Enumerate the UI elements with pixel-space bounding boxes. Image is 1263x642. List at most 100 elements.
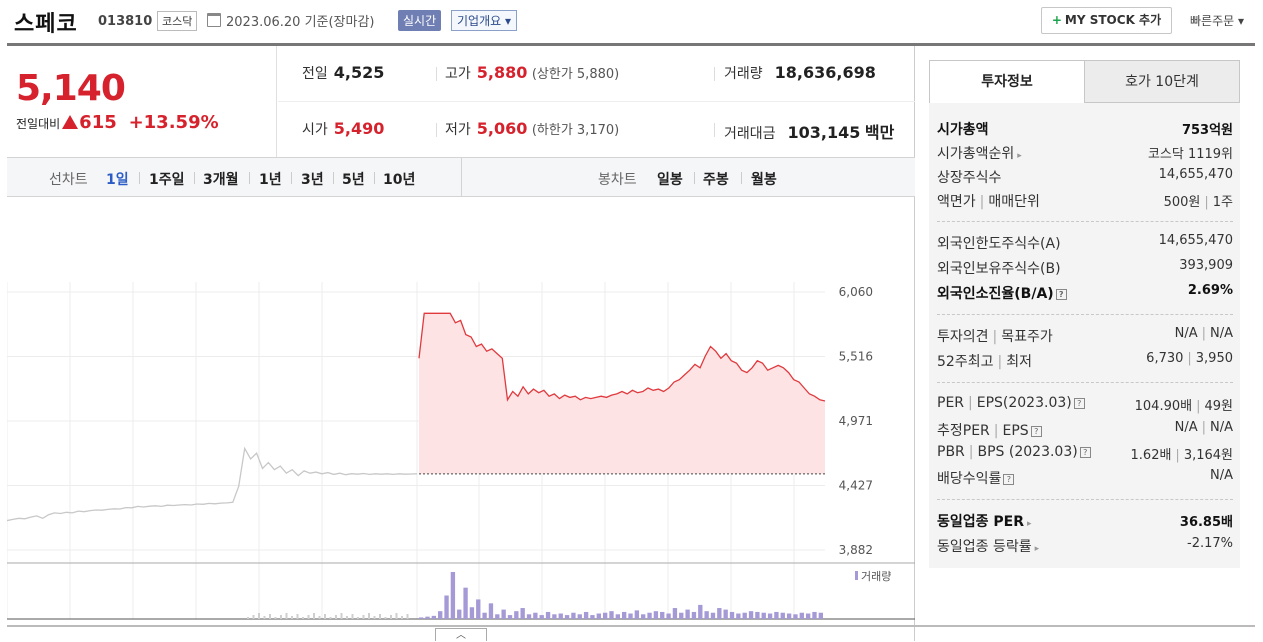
volume-bar: [329, 617, 332, 619]
divider: [741, 172, 742, 184]
up-triangle-icon: [62, 115, 79, 129]
volume-bar: [463, 587, 468, 619]
volume-bar: [647, 612, 652, 619]
volume-bar: [729, 611, 735, 619]
period-5y[interactable]: 5년: [342, 172, 365, 188]
pbr-label: PBR: [937, 444, 965, 460]
my-stock-label: MY STOCK 추가: [1064, 13, 1162, 27]
volume-bar: [307, 615, 310, 619]
corp-summary-dropdown[interactable]: 기업개요 ▾: [451, 10, 517, 31]
volume-bar: [634, 610, 640, 619]
info-row[interactable]: 동일업종 PER ▸ 36.85배: [937, 511, 1233, 535]
divider: [937, 382, 1233, 383]
volume-bar: [767, 613, 773, 619]
info-row: PER | EPS(2023.03)? 104.90배 | 49원: [937, 395, 1233, 414]
current-price-box: 5,140 전일대비 615 +13.59%: [7, 46, 277, 157]
divider: [333, 172, 334, 184]
foreign-rate-value: 2.69%: [1187, 283, 1233, 298]
volume-bar: [799, 612, 804, 619]
volume-bar: [373, 616, 376, 619]
volume-bar: [401, 616, 403, 619]
volume-bar: [805, 613, 811, 619]
price-stats: 전일 4,525 고가 5,880 (상한가 5,880) 거래량 18,636,69…: [278, 46, 915, 157]
volume-bar: [742, 612, 747, 619]
volume-legend-label: 거래량: [861, 570, 891, 583]
par-label: 액면가: [937, 194, 976, 210]
volume-bar: [710, 612, 716, 619]
divider: [714, 67, 715, 81]
help-icon[interactable]: ?: [1079, 447, 1091, 458]
period-1y[interactable]: 1년: [259, 172, 282, 188]
volume-bar: [406, 614, 409, 619]
info-row[interactable]: 시가총액순위 ▸ 코스닥 1119위: [937, 143, 1233, 167]
expand-toggle-button[interactable]: ︿: [435, 628, 487, 641]
volume-bar: [368, 613, 370, 619]
est-eps-label: EPS: [1002, 423, 1029, 439]
high-cell: 고가 5,880 (상한가 5,880): [445, 63, 619, 83]
realtime-button[interactable]: 실시간: [398, 10, 442, 31]
my-stock-add-button[interactable]: + MY STOCK 추가: [1041, 7, 1172, 34]
w52-high-label: 52주최고: [937, 354, 994, 370]
row-divider: [278, 101, 915, 102]
change-amount: 615: [79, 112, 117, 133]
pbr-value: 1.62배: [1130, 448, 1172, 463]
divider: [436, 67, 437, 81]
per-label: PER: [937, 395, 965, 411]
volume-bar: [641, 614, 646, 619]
info-row: 시가총액 753억원: [937, 119, 1233, 143]
line-chart-label: 선차트: [49, 172, 88, 188]
volume-bar: [269, 614, 271, 619]
dividend-label: 배당수익률: [937, 471, 1002, 487]
volume-bar: [583, 611, 589, 619]
market-badge: 코스닥: [157, 11, 198, 31]
plus-icon: +: [1051, 13, 1062, 27]
help-icon[interactable]: ?: [1073, 398, 1085, 409]
candle-monthly[interactable]: 월봉: [751, 172, 777, 188]
volume-bar: [780, 612, 785, 619]
candle-daily[interactable]: 일봉: [657, 172, 683, 188]
period-3y[interactable]: 3년: [301, 172, 324, 188]
amount-unit: 백만: [864, 123, 895, 142]
candle-weekly[interactable]: 주봉: [703, 172, 729, 188]
trade-unit-label: 매매단위: [988, 194, 1040, 210]
volume-bar: [419, 617, 424, 619]
per-value: 104.90배: [1134, 399, 1193, 414]
help-icon[interactable]: ?: [1003, 474, 1015, 485]
info-row: 투자의견 | 목표주가 N/A | N/A: [937, 326, 1233, 345]
divider: [937, 499, 1233, 500]
dividend-value: N/A: [1210, 468, 1233, 483]
today-price-line: [418, 312, 826, 402]
volume-bar: [748, 611, 754, 619]
volume-bar: [313, 613, 315, 619]
volume-bar: [395, 613, 398, 619]
foreign-hold-label: 외국인보유주식수(B): [937, 261, 1061, 277]
divider: [291, 172, 292, 184]
lower-limit: (하한가 3,170): [531, 123, 620, 138]
amount-label: 거래대금: [724, 126, 776, 142]
quick-order-dropdown[interactable]: 빠른주문 ▾: [1190, 14, 1244, 28]
period-1d[interactable]: 1일: [106, 172, 129, 188]
volume-bar: [571, 612, 576, 619]
info-row[interactable]: 동일업종 등락률 ▸ -2.17%: [937, 536, 1233, 560]
open-cell: 시가 5,490: [302, 119, 384, 139]
prev-close-label: 전일: [302, 66, 328, 82]
volume-value: 18,636,698: [774, 63, 876, 82]
volume-bar: [761, 612, 766, 619]
volume-bar: [526, 614, 532, 619]
volume-bar: [476, 599, 481, 619]
volume-bar: [818, 612, 823, 619]
period-3m[interactable]: 3개월: [203, 172, 239, 188]
chart-marks: [7, 312, 826, 619]
period-10y[interactable]: 10년: [383, 172, 416, 188]
help-icon[interactable]: ?: [1030, 426, 1042, 437]
est-eps-value: N/A: [1210, 420, 1233, 435]
volume-bar: [346, 616, 348, 619]
tab-hoga-10[interactable]: 호가 10단계: [1084, 60, 1240, 103]
help-icon[interactable]: ?: [1055, 289, 1067, 300]
tab-invest-info[interactable]: 투자정보: [929, 60, 1085, 103]
candle-chart-label: 봉차트: [598, 172, 637, 188]
period-1w[interactable]: 1주일: [149, 172, 185, 188]
volume-bar: [691, 611, 697, 619]
bps-label: BPS (2023.03): [977, 444, 1078, 460]
par-value: 500원: [1163, 195, 1201, 210]
